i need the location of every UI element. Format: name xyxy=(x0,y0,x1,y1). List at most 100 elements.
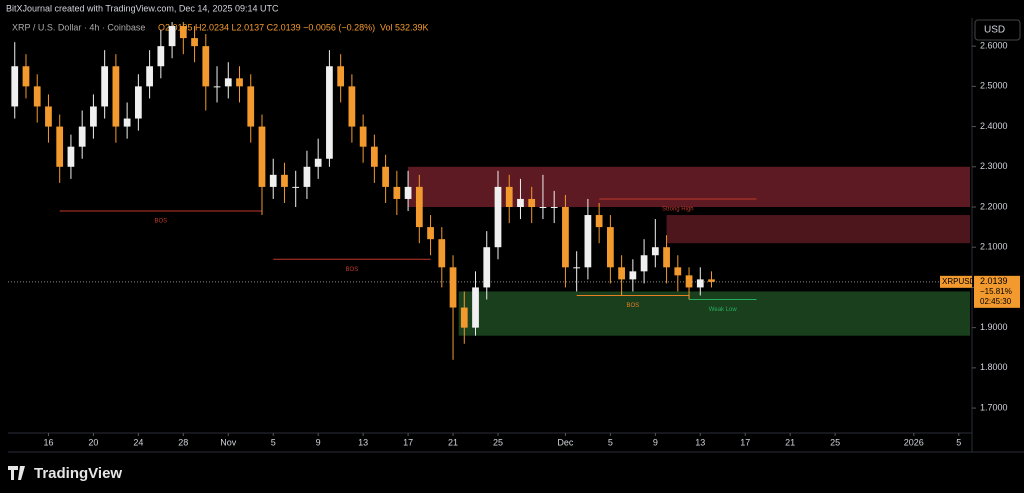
candle-body xyxy=(67,146,75,167)
x-tick-label: 5 xyxy=(608,437,613,447)
candle xyxy=(415,174,423,244)
candle xyxy=(696,267,704,296)
level-label: Weak Low xyxy=(709,307,738,313)
x-tick-label: Nov xyxy=(220,437,237,447)
candle-body xyxy=(191,38,198,47)
zone xyxy=(458,291,970,336)
candle xyxy=(517,178,524,220)
ohlc: O2.0195 H2.0234 L2.0137 C2.0139 −0.0056 … xyxy=(158,22,375,32)
x-tick-label: 25 xyxy=(830,437,840,447)
x-tick-label: 13 xyxy=(358,437,368,447)
brand-logo xyxy=(8,466,25,480)
candle-body xyxy=(258,126,266,187)
candle xyxy=(157,30,165,79)
candle xyxy=(281,162,288,203)
candle xyxy=(326,50,333,167)
candle xyxy=(202,34,210,111)
candle-body xyxy=(179,26,187,39)
candle-body xyxy=(146,66,153,87)
candle-body xyxy=(573,267,581,269)
candle xyxy=(191,26,198,63)
candle-body xyxy=(640,255,648,272)
candle-body xyxy=(472,287,479,328)
candle-body xyxy=(595,215,603,228)
candle xyxy=(629,259,637,292)
candle xyxy=(528,186,536,224)
candle xyxy=(236,66,243,103)
candle-body xyxy=(101,66,109,107)
x-tick-label: Dec xyxy=(557,437,574,447)
candle xyxy=(56,114,64,183)
level-label: BOS xyxy=(155,219,168,225)
candle xyxy=(258,114,266,216)
candle-body xyxy=(326,66,333,159)
x-tick-label: 17 xyxy=(403,437,413,447)
candle-body xyxy=(382,166,389,187)
candle-body xyxy=(584,215,592,268)
candle-body xyxy=(134,86,142,119)
x-tick-label: 21 xyxy=(448,437,458,447)
candle xyxy=(78,110,86,159)
candle xyxy=(460,291,468,344)
y-tick-label: 1.8000 xyxy=(980,362,1008,372)
candle-body xyxy=(56,126,64,167)
y-tick-label: 2.2000 xyxy=(980,201,1008,211)
candle xyxy=(607,215,614,284)
candle-body xyxy=(348,86,356,127)
candle-body xyxy=(224,78,232,87)
candle xyxy=(213,66,221,103)
price-tag-change: −15.81% xyxy=(980,287,1012,296)
candle xyxy=(101,50,109,119)
candle-body xyxy=(157,46,165,67)
y-tick-label: 1.7000 xyxy=(980,402,1008,412)
candle-body xyxy=(281,174,288,187)
x-tick-label: 16 xyxy=(43,437,53,447)
candle-body xyxy=(202,46,210,87)
x-tick-label: 17 xyxy=(740,437,750,447)
candle xyxy=(348,74,356,143)
candle-body xyxy=(393,186,401,199)
candle-body xyxy=(314,158,322,167)
candle-body xyxy=(359,126,367,147)
candle-body xyxy=(292,186,300,188)
candle xyxy=(708,271,715,288)
y-tick-label: 2.1000 xyxy=(980,242,1008,252)
candle xyxy=(640,239,648,284)
candle-body xyxy=(247,86,255,127)
candle-body xyxy=(33,86,41,107)
candle xyxy=(146,50,153,99)
candle xyxy=(303,150,311,199)
x-tick-label: 2026 xyxy=(904,437,924,447)
candle-body xyxy=(449,267,457,308)
candle xyxy=(438,227,446,288)
candle xyxy=(505,174,513,224)
candle-body xyxy=(22,66,30,87)
x-tick-label: 13 xyxy=(695,437,705,447)
candle xyxy=(90,94,97,139)
candle xyxy=(247,74,255,143)
candle xyxy=(393,170,401,216)
candle xyxy=(123,102,131,139)
currency-box[interactable] xyxy=(974,19,1021,41)
candle xyxy=(269,158,277,199)
candle xyxy=(134,74,142,131)
candle-body xyxy=(460,307,468,328)
candle-body xyxy=(415,186,423,228)
currency[interactable]: USD xyxy=(984,25,1005,36)
candle xyxy=(404,170,412,212)
candle-body xyxy=(696,279,704,288)
price-tag-box xyxy=(940,275,972,288)
x-tick-label: 5 xyxy=(956,437,961,447)
candle-body xyxy=(651,247,659,256)
candle-body xyxy=(303,166,311,187)
y-tick-label: 1.9000 xyxy=(980,322,1008,332)
candle xyxy=(595,202,603,244)
candle-body xyxy=(505,186,513,208)
candle-body xyxy=(483,247,491,288)
candle xyxy=(472,271,479,336)
candle-body xyxy=(618,267,625,280)
candle-body xyxy=(11,66,19,107)
candle xyxy=(382,154,389,203)
candle-body xyxy=(438,239,446,268)
candle-body xyxy=(708,279,715,282)
